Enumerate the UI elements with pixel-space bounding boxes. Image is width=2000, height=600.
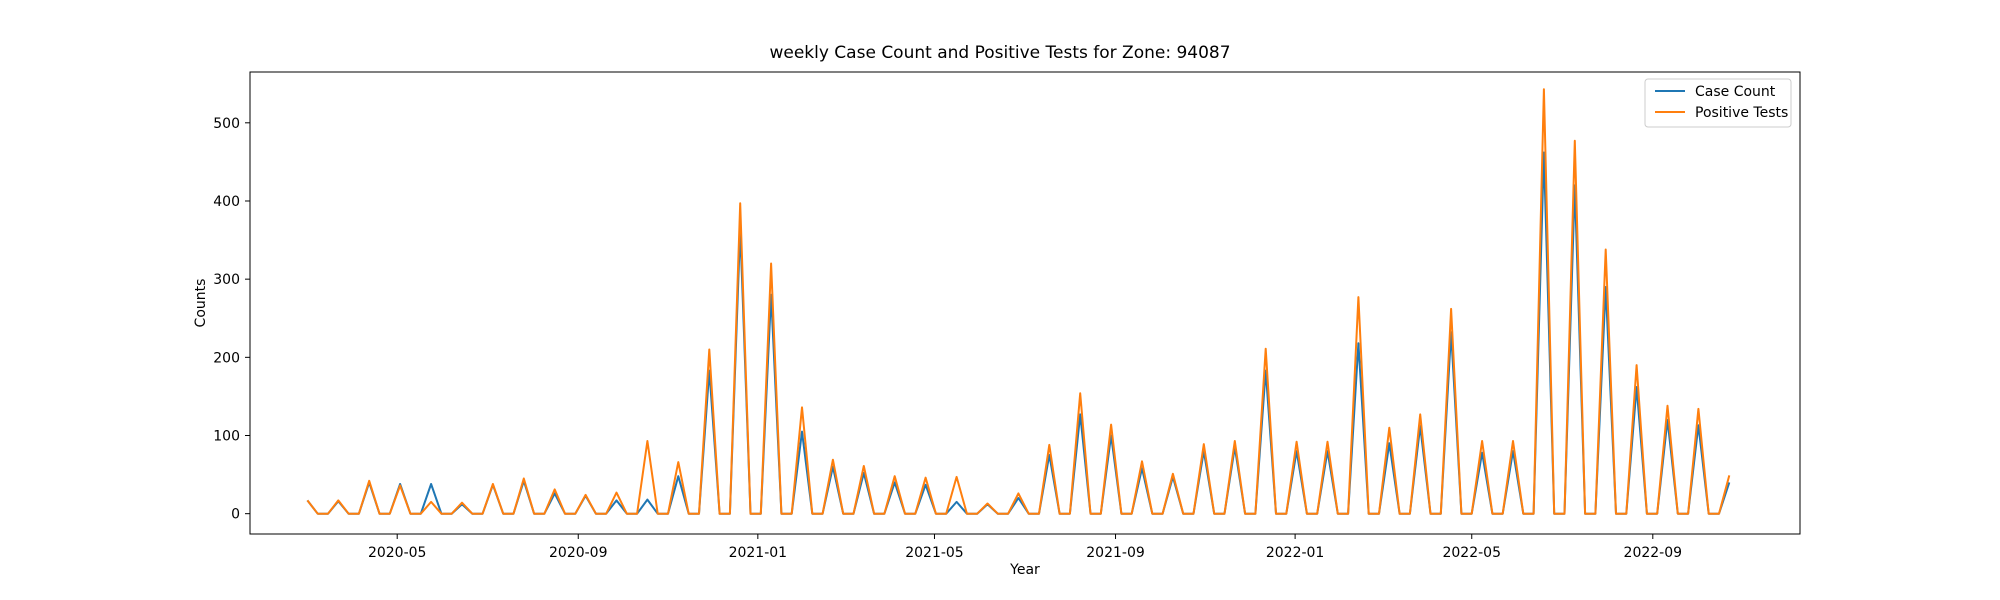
chart-title: weekly Case Count and Positive Tests for… [769, 43, 1230, 63]
x-tick-label: 2020-05 [368, 545, 427, 561]
x-tick-label: 2021-09 [1086, 545, 1145, 561]
plot-area [249, 71, 1801, 535]
y-axis: 0 100 200 300 400 500 [213, 116, 250, 523]
x-axis: 2020-05 2020-09 2021-01 2021-05 2021-09 2022-… [368, 534, 1682, 561]
x-tick-label: 2021-01 [729, 545, 788, 561]
series-line-positive-tests [306, 88, 1731, 515]
x-tick-label: 2021-05 [905, 545, 964, 561]
series-lines [306, 88, 1731, 515]
x-axis-label: Year [1009, 562, 1040, 578]
plot-frame [249, 71, 1801, 535]
x-tick-label: 2020-09 [549, 545, 608, 561]
y-tick-label: 500 [213, 116, 240, 132]
x-tick-label: 2022-05 [1442, 545, 1501, 561]
y-axis-label: Counts [193, 279, 209, 328]
legend-label-case-count: Case Count [1695, 84, 1776, 100]
legend: Case Count Positive Tests [1644, 78, 1792, 128]
y-tick-label: 200 [213, 350, 240, 366]
y-tick-label: 100 [213, 429, 240, 445]
y-tick-label: 0 [231, 507, 240, 523]
legend-label-positive-tests: Positive Tests [1695, 105, 1788, 121]
x-tick-label: 2022-09 [1624, 545, 1683, 561]
x-tick-label: 2022-01 [1266, 545, 1325, 561]
y-tick-label: 400 [213, 194, 240, 210]
y-tick-label: 300 [213, 272, 240, 288]
